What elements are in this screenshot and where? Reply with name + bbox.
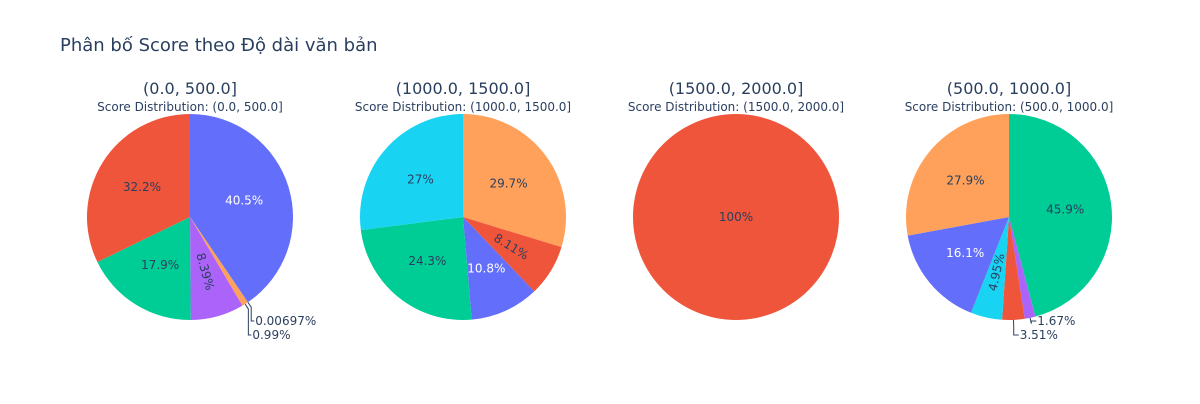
pie-subtitle: Score Distribution: (0.0, 500.0]	[97, 100, 283, 114]
pie-slice	[190, 114, 294, 303]
pie-subtitle: Score Distribution: (1000.0, 1500.0]	[355, 100, 571, 114]
slice-label: 100%	[719, 210, 753, 224]
pie-title: (1000.0, 1500.0]	[396, 79, 531, 98]
slice-label: 16.1%	[946, 246, 984, 260]
pie-slice	[463, 114, 566, 248]
pie-slice	[190, 217, 243, 320]
slice-label: 0.99%	[252, 328, 290, 342]
leader-line	[247, 301, 255, 322]
pie-slice	[907, 217, 1009, 313]
pie-chart: (500.0, 1000.0] Score Distribution: (500.…	[905, 79, 1114, 342]
pie-slice	[633, 114, 839, 320]
slice-label: 0.00697%	[255, 314, 316, 328]
pie-subtitle: Score Distribution: (1500.0, 2000.0]	[628, 100, 844, 114]
pie-chart: (0.0, 500.0] Score Distribution: (0.0, 50…	[86, 79, 316, 342]
slice-label: 29.7%	[489, 176, 527, 190]
pie-slice	[463, 217, 535, 320]
pie-title: (0.0, 500.0]	[143, 79, 237, 98]
pie-slice	[906, 114, 1009, 236]
pie-slice	[190, 217, 248, 306]
leader-line	[244, 303, 252, 336]
pie-slice	[1009, 114, 1113, 317]
pie-slice	[86, 114, 190, 263]
pie-slice	[97, 217, 191, 321]
pie-slice	[360, 217, 472, 320]
slice-label: 3.51%	[1020, 328, 1058, 342]
pie-chart: (1500.0, 2000.0] Score Distribution: (150…	[628, 79, 844, 320]
pie-slice	[971, 217, 1009, 320]
slice-label: 32.2%	[123, 180, 161, 194]
pie-title: (500.0, 1000.0]	[947, 79, 1071, 98]
pie-chart: (1000.0, 1500.0] Score Distribution: (100…	[355, 79, 571, 320]
chart-title: Phân bố Score theo Độ dài văn bản	[60, 35, 378, 56]
slice-label: 27%	[407, 173, 434, 187]
slice-label: 45.9%	[1046, 203, 1084, 217]
pie-slice	[1002, 217, 1025, 321]
pie-slice	[463, 217, 562, 292]
slice-label: 27.9%	[946, 174, 984, 188]
pie-title: (1500.0, 2000.0]	[669, 79, 804, 98]
slice-label: 1.67%	[1037, 314, 1075, 328]
pie-slice	[359, 114, 463, 231]
pie-slice	[190, 217, 248, 303]
pie-slice	[1009, 217, 1036, 319]
leader-line	[1012, 319, 1019, 336]
slice-label: 10.8%	[467, 262, 505, 276]
slice-label: 17.9%	[141, 258, 179, 272]
slice-label: 24.3%	[408, 254, 446, 268]
pie-subtitle: Score Distribution: (500.0, 1000.0]	[905, 100, 1114, 114]
leader-line	[1029, 317, 1037, 324]
slice-label: 40.5%	[225, 193, 263, 207]
